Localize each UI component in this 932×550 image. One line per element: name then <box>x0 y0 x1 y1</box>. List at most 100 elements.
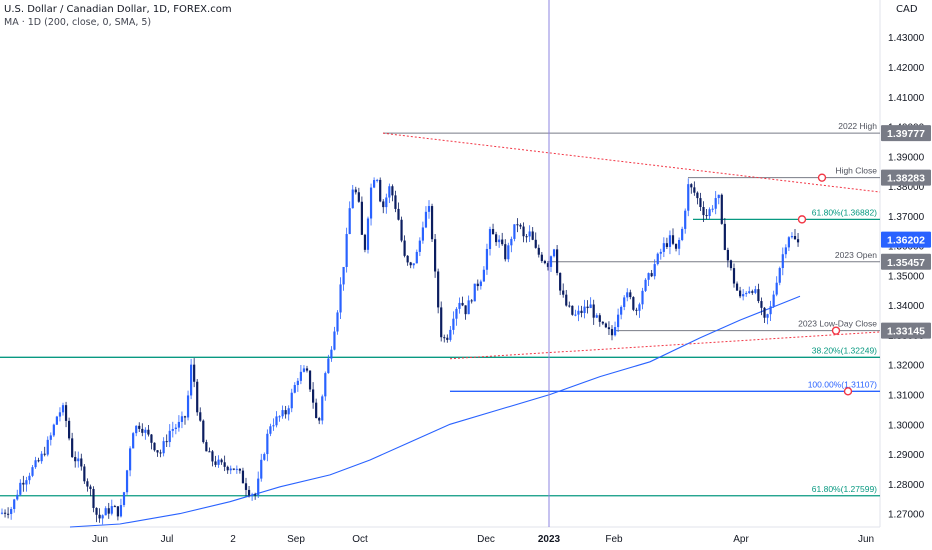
candle-body <box>757 289 760 302</box>
candle-body <box>254 494 257 496</box>
candle-body <box>71 438 74 458</box>
candle-body <box>635 309 638 311</box>
candle-body <box>406 255 409 263</box>
candle-body <box>607 327 611 330</box>
candle-body <box>479 281 482 287</box>
candle-body <box>28 475 31 481</box>
candle-body <box>647 273 650 280</box>
candle-body <box>299 371 302 381</box>
candle-body <box>668 235 672 247</box>
candle-body <box>366 218 370 250</box>
candle-body <box>397 208 400 220</box>
price-badge-text: 1.33145 <box>887 326 925 338</box>
candle-body <box>168 430 171 443</box>
candle-body <box>626 292 629 298</box>
candle-body <box>507 245 510 260</box>
candle-body <box>549 256 553 267</box>
candle-body <box>662 243 665 252</box>
price-badge <box>881 125 931 142</box>
candle-body <box>690 184 693 188</box>
candle-body <box>696 192 699 199</box>
candle-body <box>678 239 681 249</box>
candle-body <box>778 268 781 283</box>
candle-body <box>77 458 80 462</box>
x-tick-label: Dec <box>477 534 495 545</box>
level-label: High Close <box>835 166 877 176</box>
candle-body <box>735 283 739 291</box>
candle-body <box>412 263 415 266</box>
level-marker <box>843 387 853 396</box>
candle-body <box>49 435 52 440</box>
candle-body <box>620 306 623 315</box>
price-badge-text: 1.35457 <box>887 257 925 269</box>
candle-body <box>446 337 449 340</box>
candle-body <box>787 237 790 248</box>
candle-body <box>235 468 238 470</box>
candle-body <box>257 478 260 496</box>
y-tick-label: 1.38000 <box>888 182 925 193</box>
candle-body <box>437 271 440 308</box>
x-tick-label: Apr <box>733 534 749 545</box>
candle-body <box>391 186 394 196</box>
candle-body <box>641 290 644 305</box>
candle-body <box>742 294 745 297</box>
candle-body <box>464 305 467 315</box>
candle-body <box>208 451 211 453</box>
candle-body <box>241 470 245 484</box>
candle-body <box>671 235 675 244</box>
y-tick-label: 1.37000 <box>888 212 925 223</box>
candle-body <box>293 385 296 393</box>
price-axis[interactable]: 1.27000 1.28000 1.29000 1.30000 1.31000 1.320… <box>888 33 925 520</box>
candle-body <box>583 306 586 314</box>
candle-body <box>147 429 150 435</box>
candle-body <box>403 240 406 256</box>
candle-body <box>714 198 717 209</box>
trendline-upper <box>382 132 881 193</box>
price-badge <box>881 322 931 339</box>
y-tick-label: 1.34000 <box>888 301 925 312</box>
candle-body <box>491 229 495 235</box>
candle-body <box>540 254 543 262</box>
candle-body <box>601 321 604 324</box>
time-axis[interactable]: Jun Jul 2 Sep Oct Dec 2023 Feb Apr Jun <box>92 534 874 545</box>
candle-body <box>400 219 403 241</box>
candle-body <box>766 314 769 318</box>
candle-body <box>467 300 470 315</box>
candle-body <box>95 507 98 515</box>
candle-body <box>46 439 49 455</box>
candle-body <box>251 494 254 496</box>
candle-body <box>180 416 184 422</box>
candle-body <box>644 279 647 291</box>
candle-body <box>775 282 778 295</box>
candle-body <box>418 240 421 252</box>
candle-body <box>687 184 690 211</box>
candle-body <box>629 292 632 298</box>
candle-body <box>266 433 269 455</box>
candle-body <box>699 198 702 208</box>
y-tick-label: 1.41000 <box>888 93 925 104</box>
candle-body <box>790 236 794 238</box>
candle-body <box>388 186 391 198</box>
candle-body <box>64 405 68 421</box>
candle-body <box>519 224 522 227</box>
candle-body <box>13 499 16 509</box>
candle-body <box>717 194 720 199</box>
candle-body <box>656 253 659 265</box>
candle-body <box>623 297 626 307</box>
candle-body <box>427 206 431 212</box>
candle-body <box>592 304 595 318</box>
candle-body <box>781 254 784 269</box>
candle-body <box>351 189 354 209</box>
candle-body <box>16 494 19 500</box>
candle-body <box>86 481 89 487</box>
candle-body <box>98 514 101 519</box>
candle-body <box>574 314 577 316</box>
candle-body <box>339 284 342 313</box>
candle-body <box>495 234 498 243</box>
candle-body <box>357 192 360 202</box>
candle-body <box>58 412 62 417</box>
candle-body <box>312 389 315 403</box>
level-label: 100.00%(1.31107) <box>808 379 877 389</box>
candle-body <box>488 229 492 249</box>
